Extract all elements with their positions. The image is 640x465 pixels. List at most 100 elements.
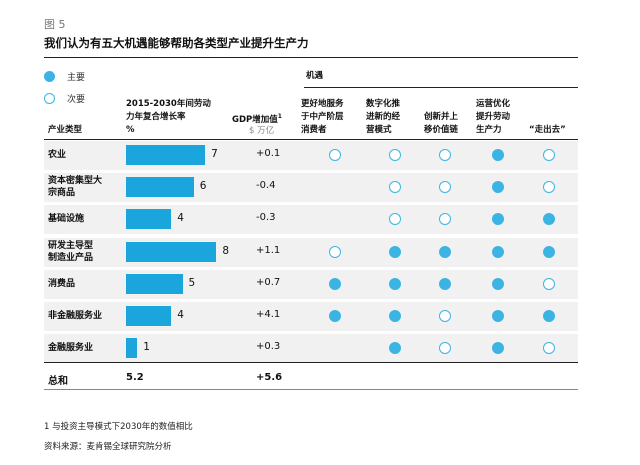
- labor-growth-bar: [126, 306, 172, 326]
- opportunities-group-header: 机遇: [306, 71, 324, 81]
- labor-growth-bar: [126, 241, 217, 262]
- secondary-dot-icon: [329, 149, 341, 161]
- row-label-line: 资本密集型大: [48, 176, 103, 187]
- secondary-dot-icon: [44, 93, 55, 104]
- opportunity-header-line: 运营优化: [476, 99, 511, 109]
- primary-dot-icon: [492, 149, 504, 161]
- primary-dot-icon: [492, 310, 504, 322]
- labor-growth-bar: [126, 209, 172, 230]
- opportunity-header-line: 数字化推: [366, 99, 401, 109]
- gdp-header: GDP增加值1: [232, 113, 282, 125]
- primary-dot-icon: [543, 310, 555, 322]
- opportunity-header-4: 运营优化提升劳动生产力: [476, 98, 510, 137]
- primary-dot-icon: [389, 277, 401, 290]
- secondary-dot-icon: [439, 213, 451, 226]
- gdp-value: +0.7: [256, 276, 281, 288]
- total-labor-value: 5.2: [126, 372, 144, 383]
- secondary-dot-icon: [439, 149, 451, 161]
- row-label: 金融服务业: [48, 342, 93, 354]
- row-separator: [44, 301, 578, 302]
- row-label-line: 农业: [48, 150, 67, 160]
- secondary-dot-icon: [543, 277, 555, 290]
- opportunity-header-line: 提升劳动: [476, 112, 511, 122]
- row-label-line: 金融服务业: [48, 343, 94, 354]
- total-gdp-value: +5.6: [256, 372, 283, 383]
- legend-secondary-label: 次要: [67, 95, 86, 105]
- opportunity-header-line: 于中产阶层: [301, 112, 344, 122]
- row-label: 资本密集型大 宗商品: [48, 175, 102, 199]
- secondary-dot-icon: [439, 342, 451, 355]
- opportunity-header-line: 消费者: [301, 125, 327, 135]
- total-rule: [44, 362, 578, 363]
- primary-dot-icon: [389, 342, 401, 355]
- row-label: 农业: [48, 149, 66, 161]
- row-label: 基础设施: [48, 213, 84, 225]
- opportunity-header-3: 创新并上 移价值链: [424, 111, 458, 137]
- secondary-dot-icon: [389, 181, 401, 194]
- opportunity-header-line: 创新并上: [424, 112, 459, 122]
- labor-header: 2015-2030年间劳动 力年复合增长率 %: [126, 99, 211, 135]
- row-label: 非金融服务业: [48, 310, 102, 322]
- row-separator: [44, 204, 578, 206]
- opportunities-rule: [304, 87, 578, 88]
- secondary-dot-icon: [439, 181, 451, 194]
- labor-growth-bar: [126, 273, 183, 294]
- opportunity-header-1: 更好地服务于中产阶层消费者: [301, 98, 344, 137]
- industry-type-header: 产业类型: [48, 125, 83, 135]
- row-label: 消费品: [48, 278, 75, 290]
- secondary-dot-icon: [389, 213, 401, 226]
- labor-growth-bar: [126, 177, 194, 198]
- opportunity-header-line: “走出去”: [529, 125, 566, 135]
- row-label-line: 非金融服务业: [48, 311, 103, 321]
- labor-growth-value: 4: [177, 309, 184, 321]
- opportunity-header-line: 生产力: [476, 125, 502, 135]
- primary-dot-icon: [492, 245, 504, 258]
- primary-dot-icon: [329, 277, 341, 290]
- primary-dot-icon: [492, 342, 504, 355]
- labor-growth-bar: [126, 338, 138, 359]
- labor-growth-value: 6: [199, 180, 207, 193]
- title-rule: [44, 57, 578, 58]
- primary-dot-icon: [543, 245, 555, 258]
- primary-dot-icon: [329, 310, 341, 322]
- legend-primary: 主要: [44, 70, 85, 83]
- labor-growth-value: 1: [143, 341, 150, 354]
- row-label-line: 宗商品: [48, 188, 76, 199]
- primary-dot-icon: [44, 71, 55, 82]
- opportunity-header-line: 进新的经: [366, 112, 401, 122]
- gdp-unit: $ 万亿: [249, 126, 275, 136]
- legend-secondary: 次要: [44, 92, 85, 105]
- opportunity-header-line: 更好地服务: [301, 99, 344, 109]
- secondary-dot-icon: [543, 149, 555, 161]
- primary-dot-icon: [389, 310, 401, 322]
- primary-dot-icon: [492, 277, 504, 290]
- total-label: 总和: [48, 376, 68, 387]
- gdp-value: +1.1: [256, 244, 281, 256]
- labor-growth-value: 8: [222, 244, 230, 257]
- row-label-line: 制造业产品: [48, 252, 94, 263]
- figure-label: 图 5: [44, 18, 66, 31]
- gdp-value: +0.3: [256, 341, 281, 353]
- row-label-line: 消费品: [48, 278, 76, 289]
- row-label-line: 研发主导型: [48, 240, 94, 251]
- primary-dot-icon: [439, 245, 451, 258]
- opportunity-header-line: 营模式: [366, 125, 392, 135]
- opportunity-header-line: 移价值链: [424, 125, 459, 135]
- gdp-value: -0.4: [256, 180, 276, 192]
- footnote: 1 与投资主导模式下2030年的数值相比: [44, 422, 193, 432]
- labor-growth-value: 4: [177, 212, 184, 225]
- source-note: 资料来源：麦肯锡全球研究院分析: [44, 442, 172, 452]
- secondary-dot-icon: [543, 181, 555, 194]
- row-separator: [44, 172, 578, 174]
- primary-dot-icon: [492, 181, 504, 194]
- gdp-value: +0.1: [256, 148, 281, 159]
- opportunity-header-5: “走出去”: [529, 124, 566, 137]
- header-rule: [44, 139, 578, 140]
- legend-primary-label: 主要: [67, 73, 86, 83]
- opportunity-header-2: 数字化推进新的经营模式: [366, 98, 400, 137]
- secondary-dot-icon: [329, 245, 341, 258]
- labor-growth-bar: [126, 145, 206, 165]
- secondary-dot-icon: [543, 342, 555, 355]
- figure-title: 我们认为有五大机遇能够帮助各类型产业提升生产力: [44, 36, 309, 50]
- row-label-line: 基础设施: [48, 214, 85, 225]
